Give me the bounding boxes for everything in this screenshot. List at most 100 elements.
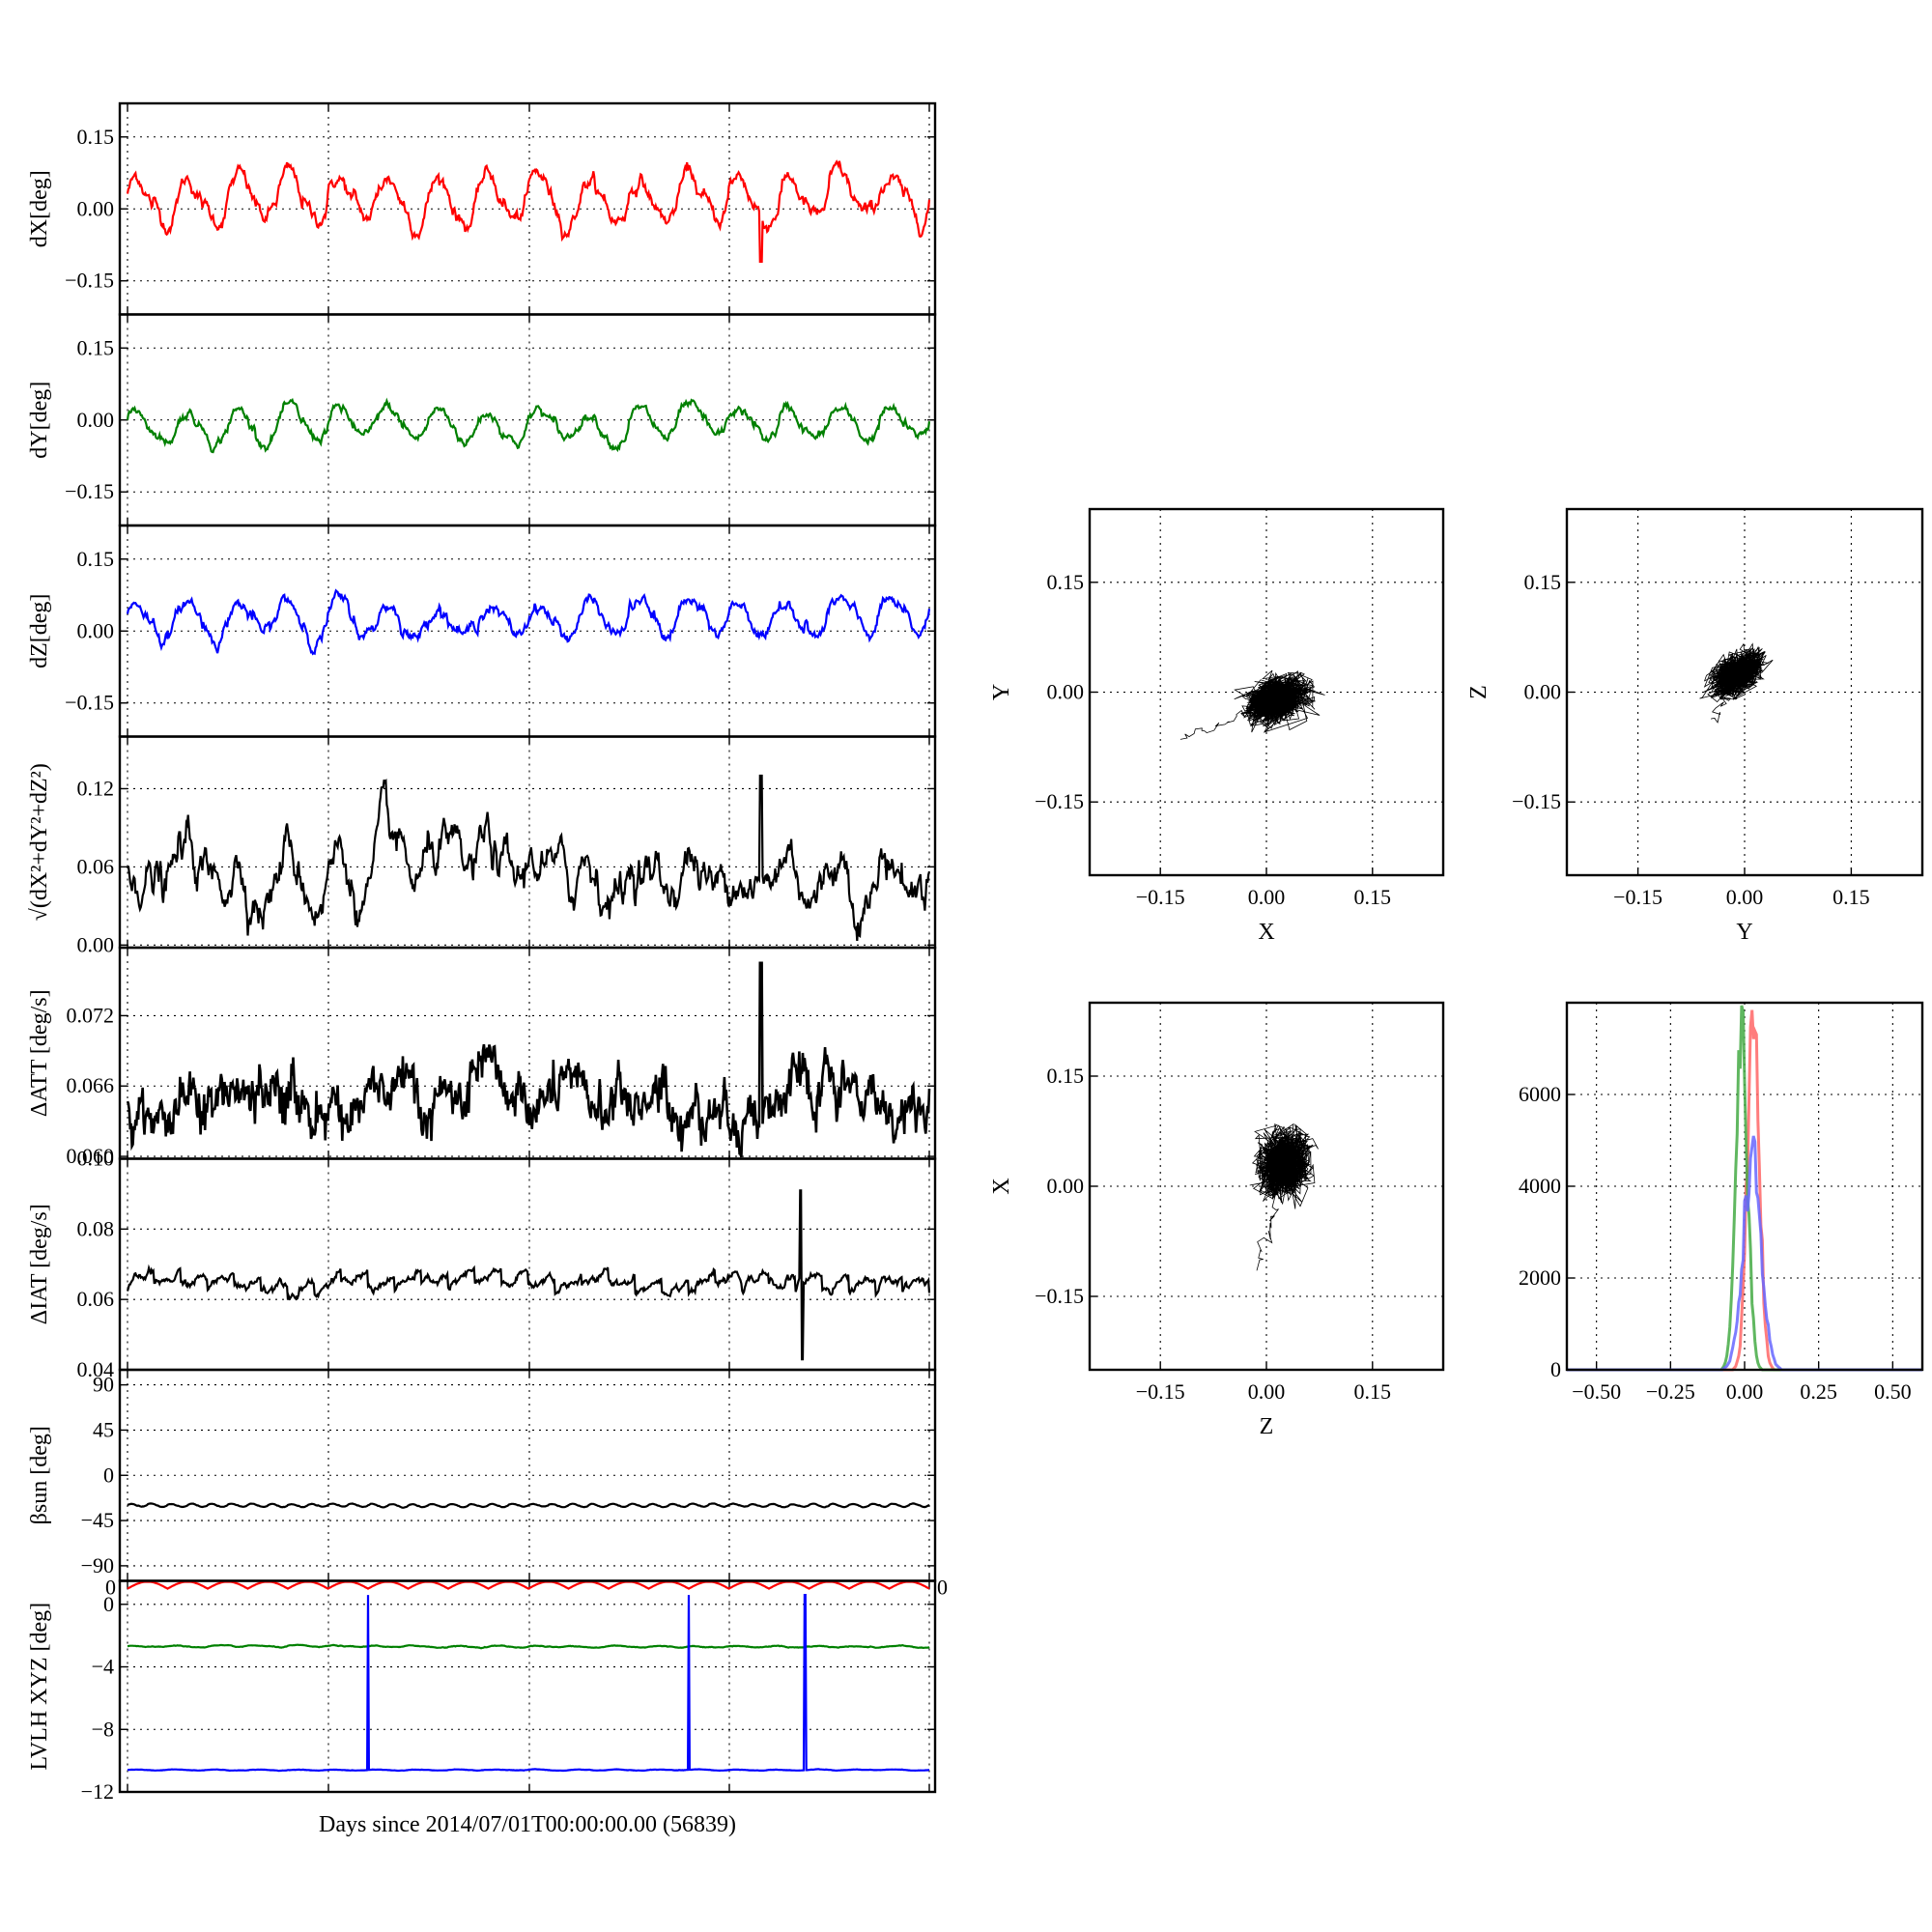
- x-tick-label: 0.50: [1874, 1379, 1912, 1404]
- y-tick-label: 0.15: [77, 547, 115, 571]
- series-line: [126, 1189, 931, 1361]
- x-tick-label: −0.50: [1572, 1379, 1621, 1404]
- y-tick-label: 0.15: [77, 335, 115, 359]
- y-axis-label: X: [989, 1178, 1014, 1194]
- y-tick-label: 0: [1550, 1357, 1561, 1381]
- scatter-zx-panel: −0.15 −0.15 0.00 0.00 0.15 0.15 Z X: [989, 1001, 1445, 1439]
- x-tick-label: −0.25: [1646, 1379, 1695, 1404]
- panel-dY: −0.15 0.00 0.15 dY[deg]: [27, 313, 937, 527]
- x-tick-label: 0.15: [1354, 1379, 1392, 1404]
- y-tick-label: −0.15: [1512, 789, 1561, 813]
- y-tick-label: 0.060: [67, 1144, 115, 1168]
- series-line: [127, 1580, 930, 1590]
- panel-dIAT: 0.04 0.06 0.08 0.10 ΔIAT [deg/s]: [27, 1147, 937, 1381]
- y-axis-label: dX[deg]: [27, 170, 52, 247]
- y-tick-label: 0.066: [67, 1073, 115, 1097]
- x-axis-label: Y: [1736, 920, 1752, 945]
- y-tick-label: 0.08: [77, 1216, 115, 1240]
- panel-dATT: 0.060 0.066 0.072 ΔATT [deg/s]: [27, 946, 937, 1168]
- y-axis-label: Y: [989, 684, 1014, 700]
- y-axis-label: βsun [deg]: [27, 1426, 52, 1524]
- y-tick-label: 0.04: [77, 1357, 115, 1381]
- y-tick-label: 0.12: [77, 776, 115, 800]
- x-tick-label: −0.15: [1136, 885, 1185, 909]
- scatter-xy-panel: −0.15 −0.15 0.00 0.00 0.15 0.15 X Y: [989, 507, 1445, 945]
- y-tick-label: −90: [81, 1553, 114, 1577]
- y-axis-label: √(dX²+dY²+dZ²): [27, 763, 52, 921]
- top-tick-label: 0: [105, 1576, 116, 1600]
- scatter-trace: [1249, 1122, 1319, 1271]
- x-tick-label: 0.15: [1833, 885, 1870, 909]
- panel-dR: 0.00 0.06 0.12 √(dX²+dY²+dZ²): [27, 735, 937, 956]
- y-tick-label: −0.15: [65, 269, 114, 293]
- y-tick-label: 0.06: [77, 854, 115, 878]
- panel-beta_sun: −90 −45 0 45 90 βsun [deg]: [27, 1368, 937, 1582]
- panel-frame: [1088, 507, 1445, 877]
- y-tick-label: 0.072: [67, 1003, 115, 1027]
- time-series-stack: −0.15 0.00 0.15 dX[deg] −0.15 0.00 0.15 dY[deg]…: [27, 101, 948, 1804]
- panel-frame: [118, 1579, 937, 1794]
- y-axis-label: Z: [1466, 685, 1492, 699]
- series-line: [126, 774, 931, 941]
- x-tick-label: −0.15: [1136, 1379, 1185, 1404]
- shared-x-axis-label: Days since 2014/07/01T00:00:00.00 (56839…: [319, 1812, 736, 1837]
- y-tick-label: 0.15: [1047, 1064, 1085, 1088]
- y-tick-label: 45: [93, 1417, 114, 1441]
- y-tick-label: −12: [81, 1779, 114, 1804]
- y-tick-label: 0: [103, 1592, 114, 1616]
- y-tick-label: −0.15: [65, 479, 114, 503]
- x-tick-label: 0.00: [1248, 1379, 1286, 1404]
- panel-frame: [1565, 507, 1924, 877]
- y-axis-label: dY[deg]: [27, 382, 52, 459]
- y-tick-label: −45: [81, 1508, 114, 1532]
- y-tick-label: 0.00: [1524, 680, 1562, 704]
- series-line: [126, 961, 931, 1158]
- series-line: [126, 397, 931, 454]
- top-tick-label: 0: [937, 1576, 948, 1600]
- y-tick-label: 0: [103, 1463, 114, 1487]
- panel-frame: [118, 946, 937, 1160]
- y-tick-label: 0.15: [1047, 570, 1085, 594]
- series-line: [128, 1594, 930, 1773]
- y-tick-label: 0.06: [77, 1287, 115, 1311]
- y-axis-label: ΔATT [deg/s]: [27, 989, 52, 1117]
- x-tick-label: 0.00: [1726, 1379, 1764, 1404]
- y-tick-label: 0.10: [77, 1147, 115, 1171]
- y-axis-label: dZ[deg]: [27, 594, 52, 668]
- x-tick-label: 0.25: [1800, 1379, 1837, 1404]
- y-tick-label: 0.00: [77, 196, 115, 220]
- panel-dX: −0.15 0.00 0.15 dX[deg]: [27, 101, 937, 316]
- y-tick-label: 0.00: [1047, 680, 1085, 704]
- panel-frame: [1565, 1001, 1924, 1372]
- x-tick-label: 0.00: [1726, 885, 1764, 909]
- y-tick-label: −0.15: [65, 691, 114, 715]
- y-tick-label: 0.15: [1524, 570, 1562, 594]
- panel-frame: [1088, 1001, 1445, 1372]
- y-tick-label: 0.00: [77, 932, 115, 956]
- series-line: [127, 1502, 930, 1509]
- y-tick-label: −4: [92, 1655, 114, 1679]
- x-axis-label: Z: [1260, 1414, 1274, 1439]
- y-axis-label: ΔIAT [deg/s]: [27, 1204, 52, 1324]
- y-tick-label: 6000: [1519, 1082, 1561, 1106]
- y-tick-label: 0.15: [77, 125, 115, 149]
- panel-frame: [118, 1157, 937, 1372]
- scatter-yz-panel: −0.15 −0.15 0.00 0.00 0.15 0.15 Y Z: [1466, 507, 1924, 945]
- y-tick-label: 0.00: [1047, 1174, 1085, 1198]
- x-tick-label: 0.15: [1354, 885, 1392, 909]
- series-line: [126, 159, 931, 263]
- histogram-panel: −0.50 −0.25 0.00 0.25 0.50 0 2000 4000 6000: [1519, 1001, 1924, 1404]
- y-tick-label: 90: [93, 1373, 114, 1397]
- y-tick-label: 0.00: [77, 618, 115, 642]
- scatter-trace: [1699, 642, 1774, 724]
- scatter-trace: [1179, 669, 1325, 740]
- panel-frame: [118, 735, 937, 950]
- y-tick-label: −8: [92, 1717, 114, 1741]
- y-tick-label: 0.00: [77, 408, 115, 432]
- x-axis-label: X: [1258, 920, 1274, 945]
- panel-dZ: −0.15 0.00 0.15 dZ[deg]: [27, 524, 937, 738]
- x-tick-label: −0.15: [1613, 885, 1662, 909]
- y-tick-label: −0.15: [1035, 789, 1084, 813]
